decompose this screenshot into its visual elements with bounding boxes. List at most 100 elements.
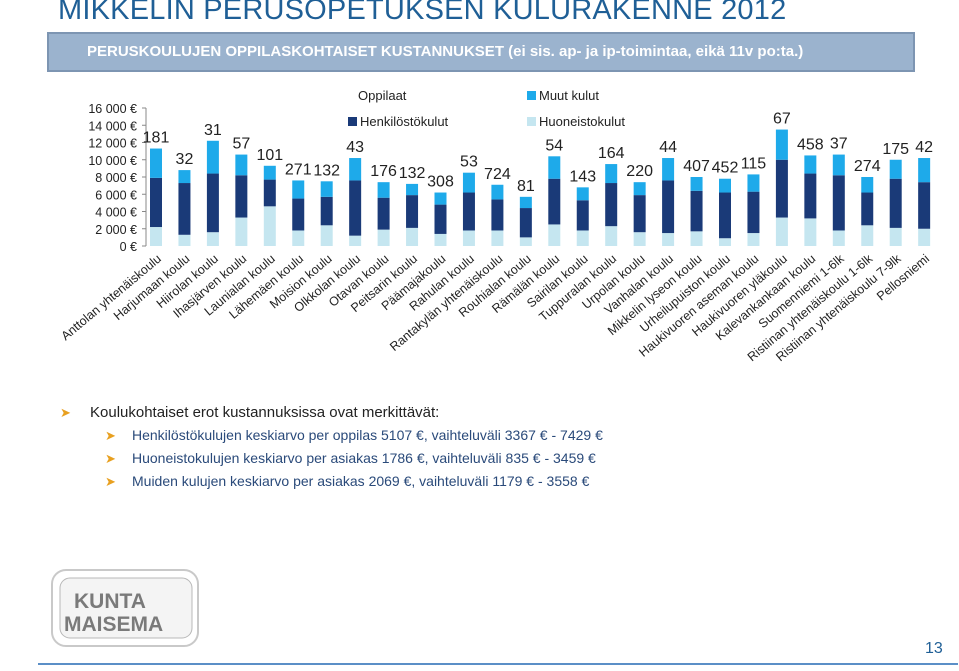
bullet-item: ➤ Muiden kulujen keskiarvo per asiakas 2… (60, 470, 940, 493)
bar-segment (406, 227, 419, 246)
pupil-count-label: 458 (797, 136, 824, 153)
pupil-count-label: 37 (830, 136, 848, 153)
subtitle-text: PERUSKOULUJEN OPPILASKOHTAISET KUSTANNUK… (87, 43, 804, 60)
bar-segment (377, 182, 390, 198)
bar-segment (918, 228, 931, 246)
pupil-count-label: 407 (683, 158, 710, 175)
bar-segment (178, 183, 191, 235)
legend-label: Oppilaat (358, 88, 407, 103)
bar-segment (605, 183, 618, 227)
bar-segment (235, 154, 248, 176)
bar-segment (832, 230, 845, 246)
pupil-count-label: 132 (399, 165, 426, 182)
pupil-count-label: 43 (346, 139, 364, 156)
pupil-count-label: 181 (143, 130, 170, 147)
legend-label: Henkilöstökulut (360, 114, 449, 129)
bar-segment (633, 182, 646, 196)
pupil-count-label: 724 (484, 166, 511, 183)
bar-segment (576, 187, 589, 201)
bar-segment (804, 218, 817, 246)
bar-segment (292, 198, 305, 231)
bar-segment (548, 178, 561, 225)
bar-segment (178, 170, 191, 184)
y-axis: 16 000 € 14 000 € 12 000 € 10 000 € 8 000 € 6… (88, 102, 147, 254)
bar-segment (178, 234, 191, 246)
pupil-count-label: 175 (882, 141, 909, 158)
bar-segment (206, 140, 219, 174)
bar-segment (861, 177, 874, 193)
y-tick-label: 14 000 € (88, 119, 137, 133)
y-tick-label: 2 000 € (95, 223, 137, 237)
cost-structure-chart: 16 000 € 14 000 € 12 000 € 10 000 € 8 000 € 6… (59, 88, 934, 364)
legend-swatch (348, 117, 357, 126)
bar-segment (832, 154, 845, 176)
pupil-count-label: 132 (313, 162, 340, 179)
bar-segment (349, 235, 362, 246)
bar-segment (235, 175, 248, 218)
bar-segment (406, 195, 419, 228)
bar-segment (775, 217, 788, 246)
bar-segment (861, 192, 874, 226)
bullet-item-text: Huoneistokulujen keskiarvo per asiakas 1… (132, 450, 596, 466)
y-tick-label: 10 000 € (88, 154, 137, 168)
bar-segment (349, 180, 362, 236)
bar-segment (633, 232, 646, 246)
bar-segment (747, 233, 760, 246)
bullet-list: ➤ Koulukohtaiset erot kustannuksissa ova… (60, 402, 940, 493)
bar-segment (889, 227, 902, 246)
subtitle-banner: PERUSKOULUJEN OPPILASKOHTAISET KUSTANNUK… (47, 32, 915, 72)
bar-segment (576, 200, 589, 231)
bar-segment (462, 172, 475, 193)
legend-swatch (527, 117, 536, 126)
pupil-count-label: 42 (915, 139, 933, 156)
legend-label: Muut kulut (539, 88, 599, 103)
bar-segment (292, 230, 305, 246)
bar-segment (918, 158, 931, 183)
bar-segment (349, 158, 362, 181)
bar-segment (491, 184, 504, 200)
bar-segment (206, 232, 219, 246)
bar-segment (918, 182, 931, 229)
bar-segment (434, 204, 447, 234)
bar-segment (320, 181, 333, 197)
bar-segment (832, 175, 845, 231)
arrow-bullet-icon: ➤ (60, 405, 71, 420)
bar-segment (462, 192, 475, 231)
bar-segment (548, 224, 561, 246)
bar-segment (320, 225, 333, 246)
bullet-item-text: Henkilöstökulujen keskiarvo per oppilas … (132, 427, 603, 443)
legend: Oppilaat Henkilöstökulut Muut kulut Huoneis… (348, 88, 625, 129)
page-number: 13 (925, 640, 943, 657)
pupil-count-label: 176 (370, 163, 397, 180)
bar-segment (889, 159, 902, 179)
bar-segment (804, 155, 817, 174)
logo-line2: MAISEMA (64, 613, 163, 636)
bar-segment (263, 165, 276, 180)
bar-segment (804, 173, 817, 219)
bar-segment (150, 227, 162, 246)
pupil-count-label: 164 (598, 145, 625, 162)
pupil-count-label: 308 (427, 174, 454, 191)
pupil-count-label: 271 (285, 161, 312, 178)
bar-segment (206, 173, 219, 233)
legend-label: Huoneistokulut (539, 114, 625, 129)
arrow-bullet-icon: ➤ (105, 474, 116, 489)
bar-segment (434, 233, 447, 246)
y-tick-label: 6 000 € (95, 188, 137, 202)
pupil-count-label: 67 (773, 111, 791, 128)
pupil-count-label: 101 (256, 147, 283, 164)
bar-segment (690, 231, 703, 246)
bar-segment (320, 196, 333, 226)
pupil-count-label: 57 (232, 136, 250, 153)
pupil-count-label: 81 (517, 178, 535, 195)
bar-segment (462, 230, 475, 246)
arrow-bullet-icon: ➤ (105, 451, 116, 466)
bullet-main-text: Koulukohtaiset erot kustannuksissa ovat … (90, 404, 440, 421)
kuntamaisema-logo: KUNTA MAISEMA (51, 569, 199, 647)
pupil-count-label: 274 (854, 158, 881, 175)
bar-segment (406, 183, 419, 196)
bar-segment (605, 226, 618, 246)
bar-segment (519, 237, 532, 246)
